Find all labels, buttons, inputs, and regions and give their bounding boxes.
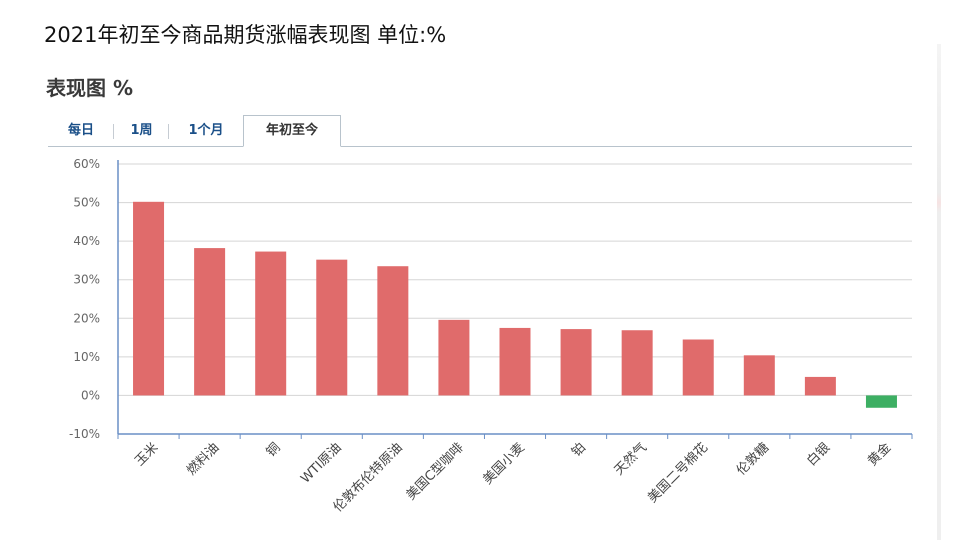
bar	[621, 330, 653, 396]
bar	[438, 319, 470, 396]
bar	[560, 329, 592, 396]
x-tick-label: 美国小麦	[480, 440, 527, 487]
bar	[743, 355, 775, 396]
x-tick-label: 伦敦糖	[733, 440, 772, 479]
y-tick-label: 10%	[73, 350, 100, 364]
page-title: 2021年初至今商品期货涨幅表现图 单位:%	[44, 23, 447, 47]
bar	[499, 327, 531, 396]
y-tick-label: 20%	[73, 311, 100, 325]
bar	[865, 395, 897, 408]
x-tick-label: 黄金	[865, 440, 895, 470]
panel-title: 表现图 %	[46, 76, 134, 100]
bar	[194, 248, 226, 396]
bar	[682, 339, 714, 396]
x-tick-label: 天然气	[611, 440, 650, 479]
scrollbar-edge	[937, 44, 941, 540]
x-tick-label: 美国C型咖啡	[404, 440, 467, 503]
x-tick-label: 铜	[264, 440, 284, 460]
y-tick-label: 0%	[81, 388, 100, 402]
bar	[133, 201, 165, 396]
bar	[377, 266, 409, 396]
x-tick-label: WTI原油	[298, 440, 344, 486]
bar	[255, 251, 287, 396]
tab-ytd[interactable]: 年初至今	[243, 115, 341, 147]
period-tabs: 每日 1周 1个月 年初至今	[48, 115, 912, 147]
x-tick-label: 燃料油	[184, 440, 223, 479]
y-tick-label: 60%	[73, 157, 100, 171]
tab-1-week[interactable]: 1周	[114, 116, 169, 146]
y-tick-label: 50%	[73, 196, 100, 210]
bar	[804, 376, 836, 396]
y-tick-label: -10%	[69, 427, 100, 441]
tab-daily[interactable]: 每日	[48, 116, 114, 146]
x-tick-label: 玉米	[132, 440, 161, 469]
x-tick-label: 美国二号棉花	[645, 440, 711, 506]
x-tick-label: 白银	[804, 440, 834, 470]
tab-1-month[interactable]: 1个月	[188, 123, 224, 138]
x-tick-label: 铂	[568, 440, 589, 461]
y-tick-label: 40%	[73, 234, 100, 248]
y-tick-label: 30%	[73, 273, 100, 287]
bar	[316, 259, 348, 396]
